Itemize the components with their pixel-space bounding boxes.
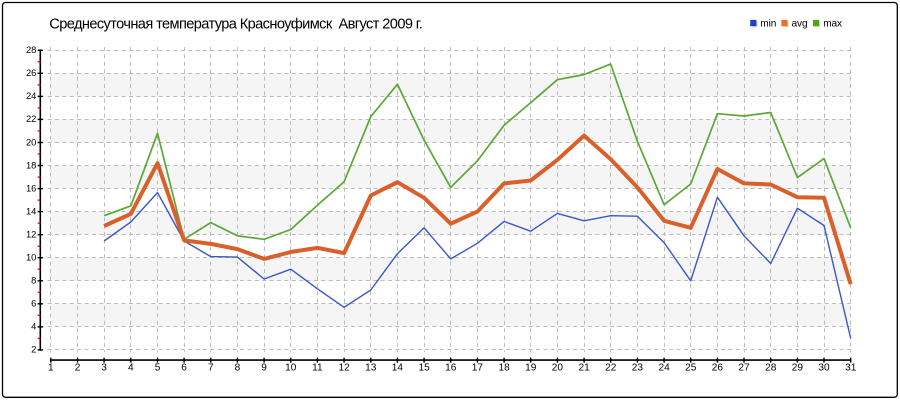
svg-text:6: 6 <box>31 298 36 309</box>
svg-text:22: 22 <box>26 113 36 124</box>
svg-text:26: 26 <box>26 67 36 78</box>
svg-text:4: 4 <box>31 321 36 332</box>
svg-text:26: 26 <box>712 363 724 374</box>
svg-text:11: 11 <box>312 363 323 374</box>
svg-text:12: 12 <box>26 229 36 240</box>
svg-text:1: 1 <box>48 363 54 374</box>
svg-text:30: 30 <box>818 363 830 374</box>
svg-text:25: 25 <box>685 363 697 374</box>
svg-text:29: 29 <box>792 363 804 374</box>
svg-text:28: 28 <box>26 44 36 55</box>
svg-text:5: 5 <box>155 363 161 374</box>
svg-text:16: 16 <box>445 363 457 374</box>
svg-text:10: 10 <box>285 363 297 374</box>
svg-text:Среднесуточная температура Кра: Среднесуточная температура Красноуфимск … <box>49 17 422 33</box>
svg-text:min: min <box>760 19 776 30</box>
svg-text:31: 31 <box>845 363 857 374</box>
svg-text:20: 20 <box>26 136 36 147</box>
svg-text:20: 20 <box>552 363 564 374</box>
svg-text:6: 6 <box>181 363 187 374</box>
svg-text:19: 19 <box>525 363 537 374</box>
svg-text:23: 23 <box>632 363 644 374</box>
svg-text:2: 2 <box>75 363 81 374</box>
svg-text:18: 18 <box>498 363 510 374</box>
svg-text:12: 12 <box>338 363 350 374</box>
svg-text:max: max <box>823 19 842 30</box>
svg-text:17: 17 <box>472 363 484 374</box>
svg-text:2: 2 <box>31 344 36 355</box>
svg-text:10: 10 <box>26 252 36 263</box>
svg-text:21: 21 <box>578 363 590 374</box>
svg-text:24: 24 <box>26 90 36 101</box>
svg-text:3: 3 <box>101 363 107 374</box>
svg-text:8: 8 <box>31 275 36 286</box>
svg-text:14: 14 <box>392 363 404 374</box>
svg-text:27: 27 <box>738 363 750 374</box>
svg-text:4: 4 <box>128 363 134 374</box>
svg-text:15: 15 <box>418 363 430 374</box>
svg-text:28: 28 <box>765 363 777 374</box>
svg-text:16: 16 <box>26 182 36 193</box>
svg-text:24: 24 <box>658 363 670 374</box>
svg-text:22: 22 <box>605 363 617 374</box>
svg-text:7: 7 <box>208 363 214 374</box>
svg-text:14: 14 <box>26 205 36 216</box>
svg-text:9: 9 <box>261 363 267 374</box>
svg-text:avg: avg <box>792 19 808 30</box>
svg-text:13: 13 <box>365 363 377 374</box>
svg-text:8: 8 <box>235 363 241 374</box>
svg-text:18: 18 <box>26 159 36 170</box>
